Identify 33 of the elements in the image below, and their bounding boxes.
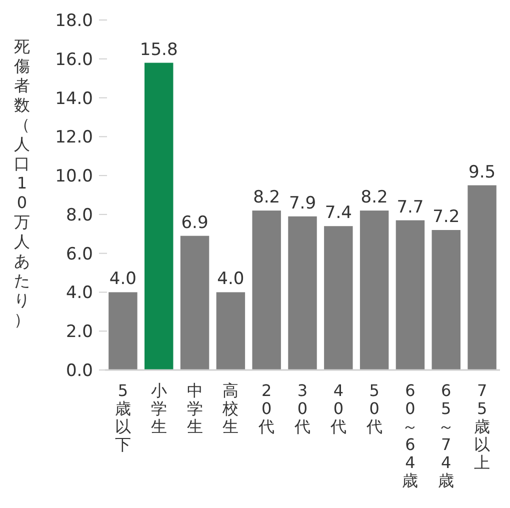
y-tick-label: 4.0 (66, 283, 93, 304)
y-tick-label: 2.0 (66, 322, 93, 342)
y-tick-label: 0.0 (66, 361, 93, 381)
x-tick-label: 65～74歳 (438, 381, 454, 490)
y-tick-label: 16.0 (55, 50, 93, 70)
data-label: 7.7 (396, 197, 424, 218)
data-label: 6.9 (181, 212, 208, 233)
y-tick-label: 6.0 (66, 244, 93, 264)
x-tick-label: 5歳以下 (114, 381, 131, 454)
x-tick-label: 50代 (365, 381, 382, 436)
data-label: 7.9 (288, 193, 316, 214)
x-tick-label: 20代 (258, 381, 275, 436)
data-label: 8.2 (253, 188, 280, 208)
data-label: 9.5 (468, 162, 496, 182)
data-label: 7.2 (432, 207, 460, 227)
x-tick-label: 75歳以上 (474, 381, 490, 472)
y-tick-label: 18.0 (55, 11, 93, 31)
data-label: 8.2 (360, 188, 388, 208)
data-label: 15.8 (140, 40, 178, 60)
y-tick-label: 12.0 (55, 128, 93, 148)
x-tick-label: 高校生 (222, 381, 239, 436)
data-label: 4.0 (109, 269, 136, 290)
data-label: 4.0 (217, 269, 244, 290)
x-tick-label: 中学生 (186, 381, 203, 436)
y-tick-label: 14.0 (55, 88, 93, 109)
x-tick-label: 小学生 (150, 381, 167, 436)
y-tick-label: 10.0 (55, 166, 93, 187)
x-tick-label: 30代 (294, 381, 310, 436)
x-tick-label: 60～64歳 (402, 381, 418, 490)
data-label: 7.4 (324, 203, 352, 224)
x-tick-label: 40代 (329, 381, 346, 436)
text: 死傷者数（人口10万人あたり） (14, 37, 30, 329)
y-tick-label: 8.0 (66, 205, 93, 226)
